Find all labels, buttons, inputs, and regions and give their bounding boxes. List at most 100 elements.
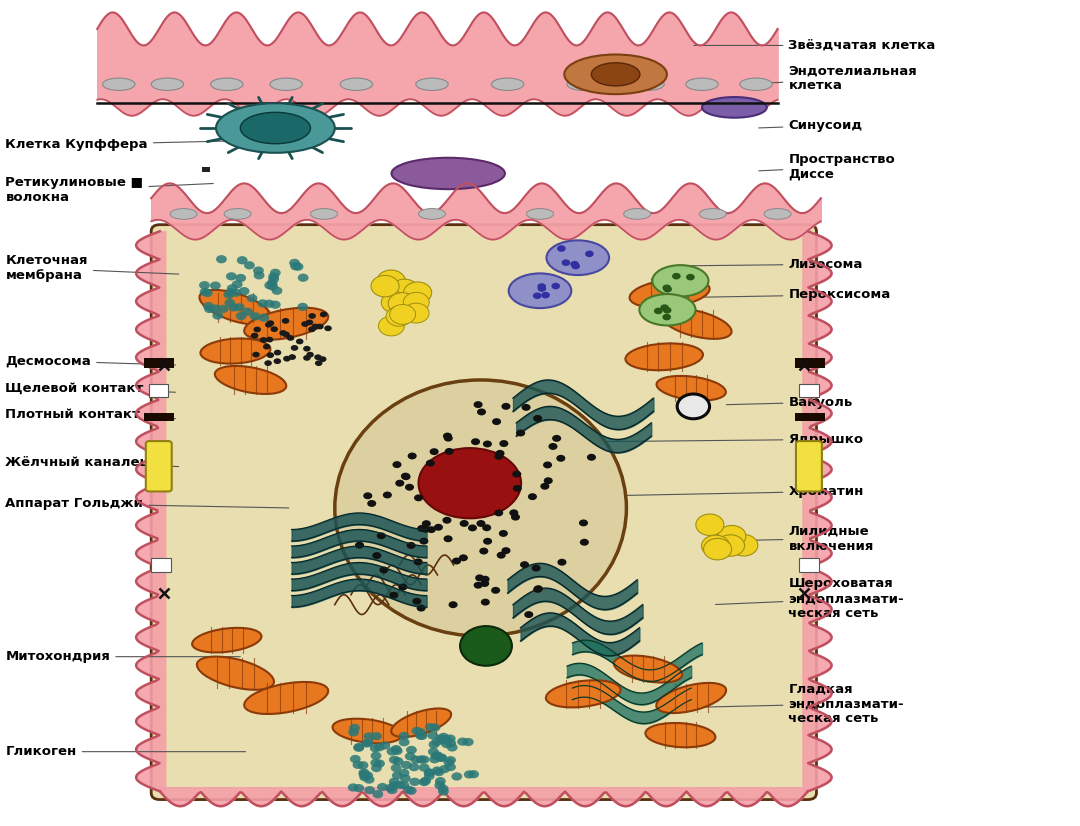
Circle shape (399, 738, 409, 747)
FancyBboxPatch shape (151, 225, 816, 800)
Circle shape (228, 303, 239, 311)
Circle shape (474, 582, 483, 589)
Circle shape (288, 354, 296, 360)
Circle shape (419, 756, 430, 764)
Circle shape (399, 732, 409, 740)
Circle shape (350, 755, 361, 763)
Ellipse shape (652, 265, 708, 297)
Circle shape (268, 275, 279, 283)
Circle shape (407, 453, 417, 459)
Circle shape (672, 273, 680, 279)
Circle shape (441, 735, 451, 743)
Circle shape (386, 306, 411, 326)
Circle shape (424, 723, 435, 731)
Circle shape (543, 462, 552, 468)
Circle shape (381, 292, 409, 313)
Text: Гликоген: Гликоген (5, 745, 245, 758)
Circle shape (218, 305, 229, 313)
Circle shape (364, 732, 375, 740)
Circle shape (234, 303, 245, 311)
Circle shape (253, 267, 264, 275)
Circle shape (293, 263, 303, 271)
Ellipse shape (625, 344, 703, 370)
Circle shape (372, 275, 400, 297)
Circle shape (360, 773, 370, 781)
Circle shape (392, 771, 403, 780)
Circle shape (415, 732, 426, 740)
Ellipse shape (216, 103, 335, 153)
Circle shape (401, 761, 411, 769)
Circle shape (267, 279, 278, 287)
Circle shape (496, 450, 504, 457)
Bar (144, 413, 174, 421)
Circle shape (359, 768, 369, 776)
Ellipse shape (211, 78, 243, 90)
Ellipse shape (171, 208, 198, 219)
Text: Клетка Купффера: Клетка Купффера (5, 138, 251, 151)
Circle shape (406, 542, 416, 549)
Text: Ретикулиновые ■
волокна: Ретикулиновые ■ волокна (5, 176, 213, 204)
Circle shape (273, 349, 281, 355)
Circle shape (225, 299, 235, 307)
Circle shape (273, 358, 281, 364)
Ellipse shape (270, 78, 302, 90)
Ellipse shape (192, 628, 261, 653)
Circle shape (556, 455, 565, 462)
Circle shape (199, 281, 210, 289)
Circle shape (477, 409, 486, 415)
Circle shape (319, 356, 326, 362)
Ellipse shape (340, 78, 373, 90)
Circle shape (404, 282, 432, 303)
Circle shape (538, 283, 546, 290)
Circle shape (373, 552, 381, 559)
Circle shape (360, 771, 370, 780)
Ellipse shape (639, 294, 696, 325)
Circle shape (402, 473, 410, 480)
Circle shape (389, 591, 399, 599)
Circle shape (475, 574, 484, 582)
Circle shape (379, 567, 389, 573)
Ellipse shape (657, 376, 726, 401)
Circle shape (200, 287, 211, 296)
Circle shape (296, 339, 303, 344)
Circle shape (389, 756, 400, 764)
Circle shape (303, 346, 311, 352)
Circle shape (378, 272, 406, 293)
Ellipse shape (630, 278, 710, 308)
Text: Хроматин: Хроматин (619, 485, 864, 498)
Circle shape (389, 777, 400, 786)
Circle shape (511, 514, 519, 520)
Circle shape (435, 734, 446, 743)
Circle shape (579, 520, 588, 526)
Ellipse shape (240, 112, 311, 144)
Circle shape (362, 771, 373, 780)
Ellipse shape (613, 656, 683, 682)
Ellipse shape (103, 78, 135, 90)
Circle shape (447, 743, 458, 752)
Circle shape (364, 776, 375, 784)
Ellipse shape (765, 208, 791, 219)
Circle shape (297, 303, 308, 311)
Text: Митохондрия: Митохондрия (5, 650, 240, 663)
Circle shape (445, 756, 456, 764)
Ellipse shape (416, 78, 448, 90)
Text: Звёздчатая клетка: Звёздчатая клетка (694, 39, 935, 52)
FancyBboxPatch shape (796, 441, 822, 491)
Bar (151, 558, 171, 572)
Ellipse shape (509, 273, 571, 308)
Circle shape (448, 601, 458, 608)
Circle shape (392, 747, 403, 755)
Text: Вакуоль: Вакуоль (727, 396, 852, 409)
Circle shape (361, 739, 372, 748)
Ellipse shape (624, 208, 650, 219)
Circle shape (244, 261, 255, 269)
Circle shape (283, 356, 291, 362)
Bar (799, 384, 819, 397)
Circle shape (403, 303, 429, 323)
Circle shape (226, 273, 237, 281)
Text: Пероксисома: Пероксисома (694, 288, 891, 301)
Ellipse shape (201, 339, 270, 363)
Circle shape (429, 755, 440, 763)
Circle shape (391, 764, 402, 772)
Circle shape (403, 292, 429, 312)
